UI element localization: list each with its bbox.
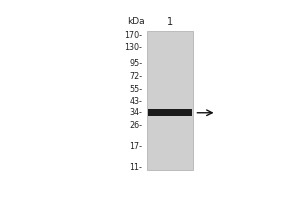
Text: kDa: kDa [127, 17, 145, 26]
Text: 34-: 34- [129, 108, 142, 117]
Bar [148, 109, 192, 116]
Text: 72-: 72- [129, 72, 142, 81]
Text: 55-: 55- [129, 85, 142, 94]
Text: 26-: 26- [129, 121, 142, 130]
Text: 130-: 130- [124, 43, 142, 52]
Text: 43-: 43- [129, 97, 142, 106]
Text: 170-: 170- [124, 31, 142, 40]
Text: 11-: 11- [129, 163, 142, 172]
Text: 17-: 17- [129, 142, 142, 151]
Bar [147, 31, 193, 170]
Text: 95-: 95- [129, 59, 142, 68]
Text: 1: 1 [167, 17, 173, 27]
